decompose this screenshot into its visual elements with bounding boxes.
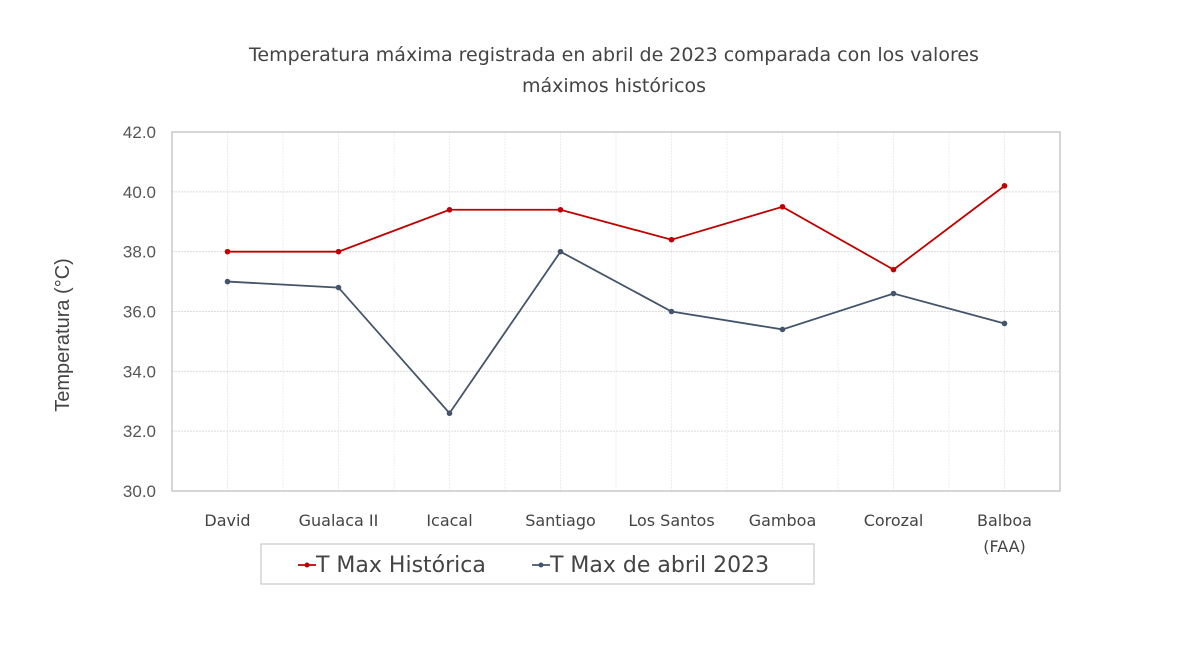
- legend: T Max Histórica T Max de abril 2023: [260, 543, 815, 585]
- y-tick-label: 34.0: [123, 362, 156, 381]
- x-axis-ticks: David Gualaca II Icacal Santiago Los Santos G…: [204, 511, 1032, 556]
- y-axis-ticks: 30.0 32.0 34.0 36.0 38.0 40.0 42.0: [123, 123, 156, 501]
- gridlines: [172, 131, 1060, 492]
- y-tick-label: 30.0: [123, 482, 156, 501]
- data-point: [668, 308, 675, 315]
- x-tick-label: Corozal: [864, 511, 924, 530]
- x-tick-label: Gualaca II: [299, 511, 379, 530]
- data-point: [224, 278, 231, 285]
- x-tick-label: David: [204, 511, 250, 530]
- data-point: [890, 266, 897, 273]
- data-point: [224, 248, 231, 255]
- y-tick-label: 38.0: [123, 243, 156, 262]
- legend-label: T Max Histórica: [315, 553, 486, 578]
- data-point: [335, 284, 342, 291]
- series-group: [224, 183, 1008, 417]
- legend-point-marker: [538, 562, 544, 568]
- data-point: [335, 248, 342, 255]
- y-tick-label: 36.0: [123, 303, 156, 322]
- y-tick-label: 32.0: [123, 422, 156, 441]
- y-tick-label: 40.0: [123, 183, 156, 202]
- legend-box: [260, 543, 815, 585]
- y-axis-label: Temperatura (°C): [52, 258, 74, 412]
- data-point: [557, 248, 564, 255]
- data-point: [1001, 183, 1008, 189]
- chart-title-line-1: Temperatura máxima registrada en abril d…: [248, 44, 979, 66]
- series-line-0: [227, 185, 1006, 271]
- data-point: [557, 206, 564, 213]
- y-tick-label: 42.0: [123, 123, 156, 142]
- x-tick-label: Los Santos: [628, 511, 714, 530]
- x-tick-label: Santiago: [525, 511, 596, 530]
- x-tick-label: Icacal: [426, 511, 472, 530]
- plot-area-border: [171, 131, 1061, 492]
- data-point: [890, 290, 897, 297]
- data-point: [446, 410, 453, 417]
- data-point: [779, 326, 786, 333]
- x-tick-label: Balboa: [977, 511, 1032, 530]
- legend-label: T Max de abril 2023: [549, 553, 769, 578]
- series-line-1: [227, 250, 1005, 415]
- data-point: [668, 236, 675, 243]
- data-point: [779, 203, 786, 210]
- data-point: [1001, 320, 1008, 327]
- x-tick-label: (FAA): [983, 537, 1026, 556]
- data-point: [446, 206, 453, 213]
- chart-title: Temperatura máxima registrada en abril d…: [248, 44, 979, 97]
- legend-point-marker: [304, 562, 310, 568]
- chart-title-line-2: máximos históricos: [522, 75, 706, 97]
- x-tick-label: Gamboa: [749, 511, 817, 530]
